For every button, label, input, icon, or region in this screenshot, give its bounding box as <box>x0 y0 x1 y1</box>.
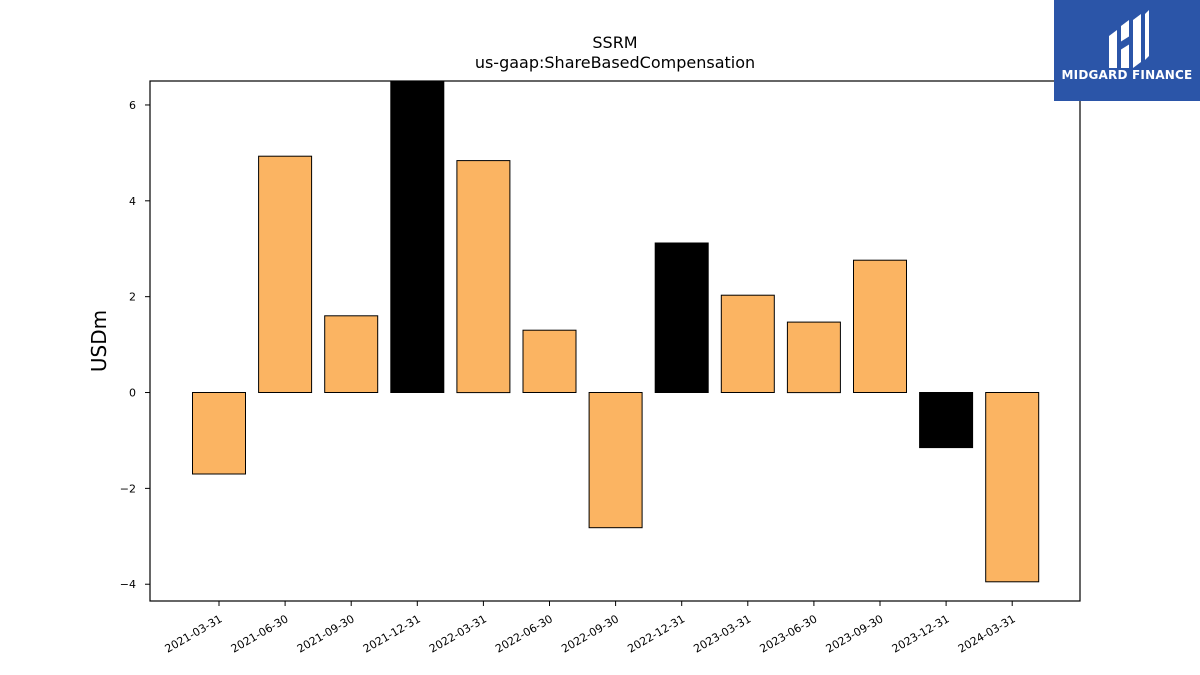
x-tick-label: 2024-03-31 <box>956 612 1018 655</box>
chart-title: SSRM <box>592 33 637 52</box>
x-tick-label: 2023-03-31 <box>691 612 753 655</box>
y-ticks: −4 −2 0 2 4 6 <box>120 99 150 591</box>
y-tick-label: 0 <box>129 387 136 400</box>
bar-2023-03-31 <box>720 294 775 394</box>
x-tick-label: 2022-03-31 <box>427 612 489 655</box>
x-tick-label: 2022-09-30 <box>559 612 621 655</box>
bar-2024-03-31 <box>985 392 1040 583</box>
chart-subtitle: us-gaap:ShareBasedCompensation <box>475 53 755 72</box>
y-tick-label: −2 <box>120 482 136 495</box>
x-tick-label: 2021-12-31 <box>361 612 423 655</box>
bar-2021-03-31 <box>192 392 246 475</box>
bar-2022-09-30 <box>588 392 643 529</box>
y-tick-label: 4 <box>129 195 136 208</box>
bar-2023-12-31 <box>919 392 974 449</box>
x-tick-label: 2021-09-30 <box>295 612 357 655</box>
x-tick-label: 2022-06-30 <box>493 612 555 655</box>
bar-2021-09-30 <box>324 315 379 393</box>
plot-frame <box>149 80 1081 602</box>
x-tick-label: 2021-06-30 <box>229 612 291 655</box>
logo-text: MIDGARD FINANCE <box>1061 68 1193 82</box>
bar-2023-06-30 <box>786 321 841 394</box>
x-tick-label: 2021-03-31 <box>163 612 225 655</box>
x-tick-label: 2022-12-31 <box>625 612 687 655</box>
y-tick-label: 2 <box>129 291 136 304</box>
x-tick-label: 2023-09-30 <box>824 612 886 655</box>
bar-2022-12-31 <box>654 242 709 393</box>
bar-2022-03-31 <box>456 160 511 394</box>
midgard-finance-logo: MIDGARD FINANCE <box>1054 0 1200 101</box>
bar-2021-06-30 <box>258 155 313 393</box>
bars-layer <box>192 80 1040 583</box>
logo-mark-icon <box>1109 10 1149 68</box>
y-axis-label: USDm <box>87 310 111 372</box>
bar-2023-09-30 <box>853 259 907 394</box>
y-tick-label: 6 <box>129 99 136 112</box>
x-ticks: 2021-03-31 2021-06-30 2021-09-30 2021-12-31… <box>163 601 1018 656</box>
y-tick-label: −4 <box>120 578 136 591</box>
bar-2021-12-31 <box>390 80 445 393</box>
x-tick-label: 2023-12-31 <box>890 612 952 655</box>
bar-2022-06-30 <box>522 329 577 394</box>
x-tick-label: 2023-06-30 <box>758 612 820 655</box>
